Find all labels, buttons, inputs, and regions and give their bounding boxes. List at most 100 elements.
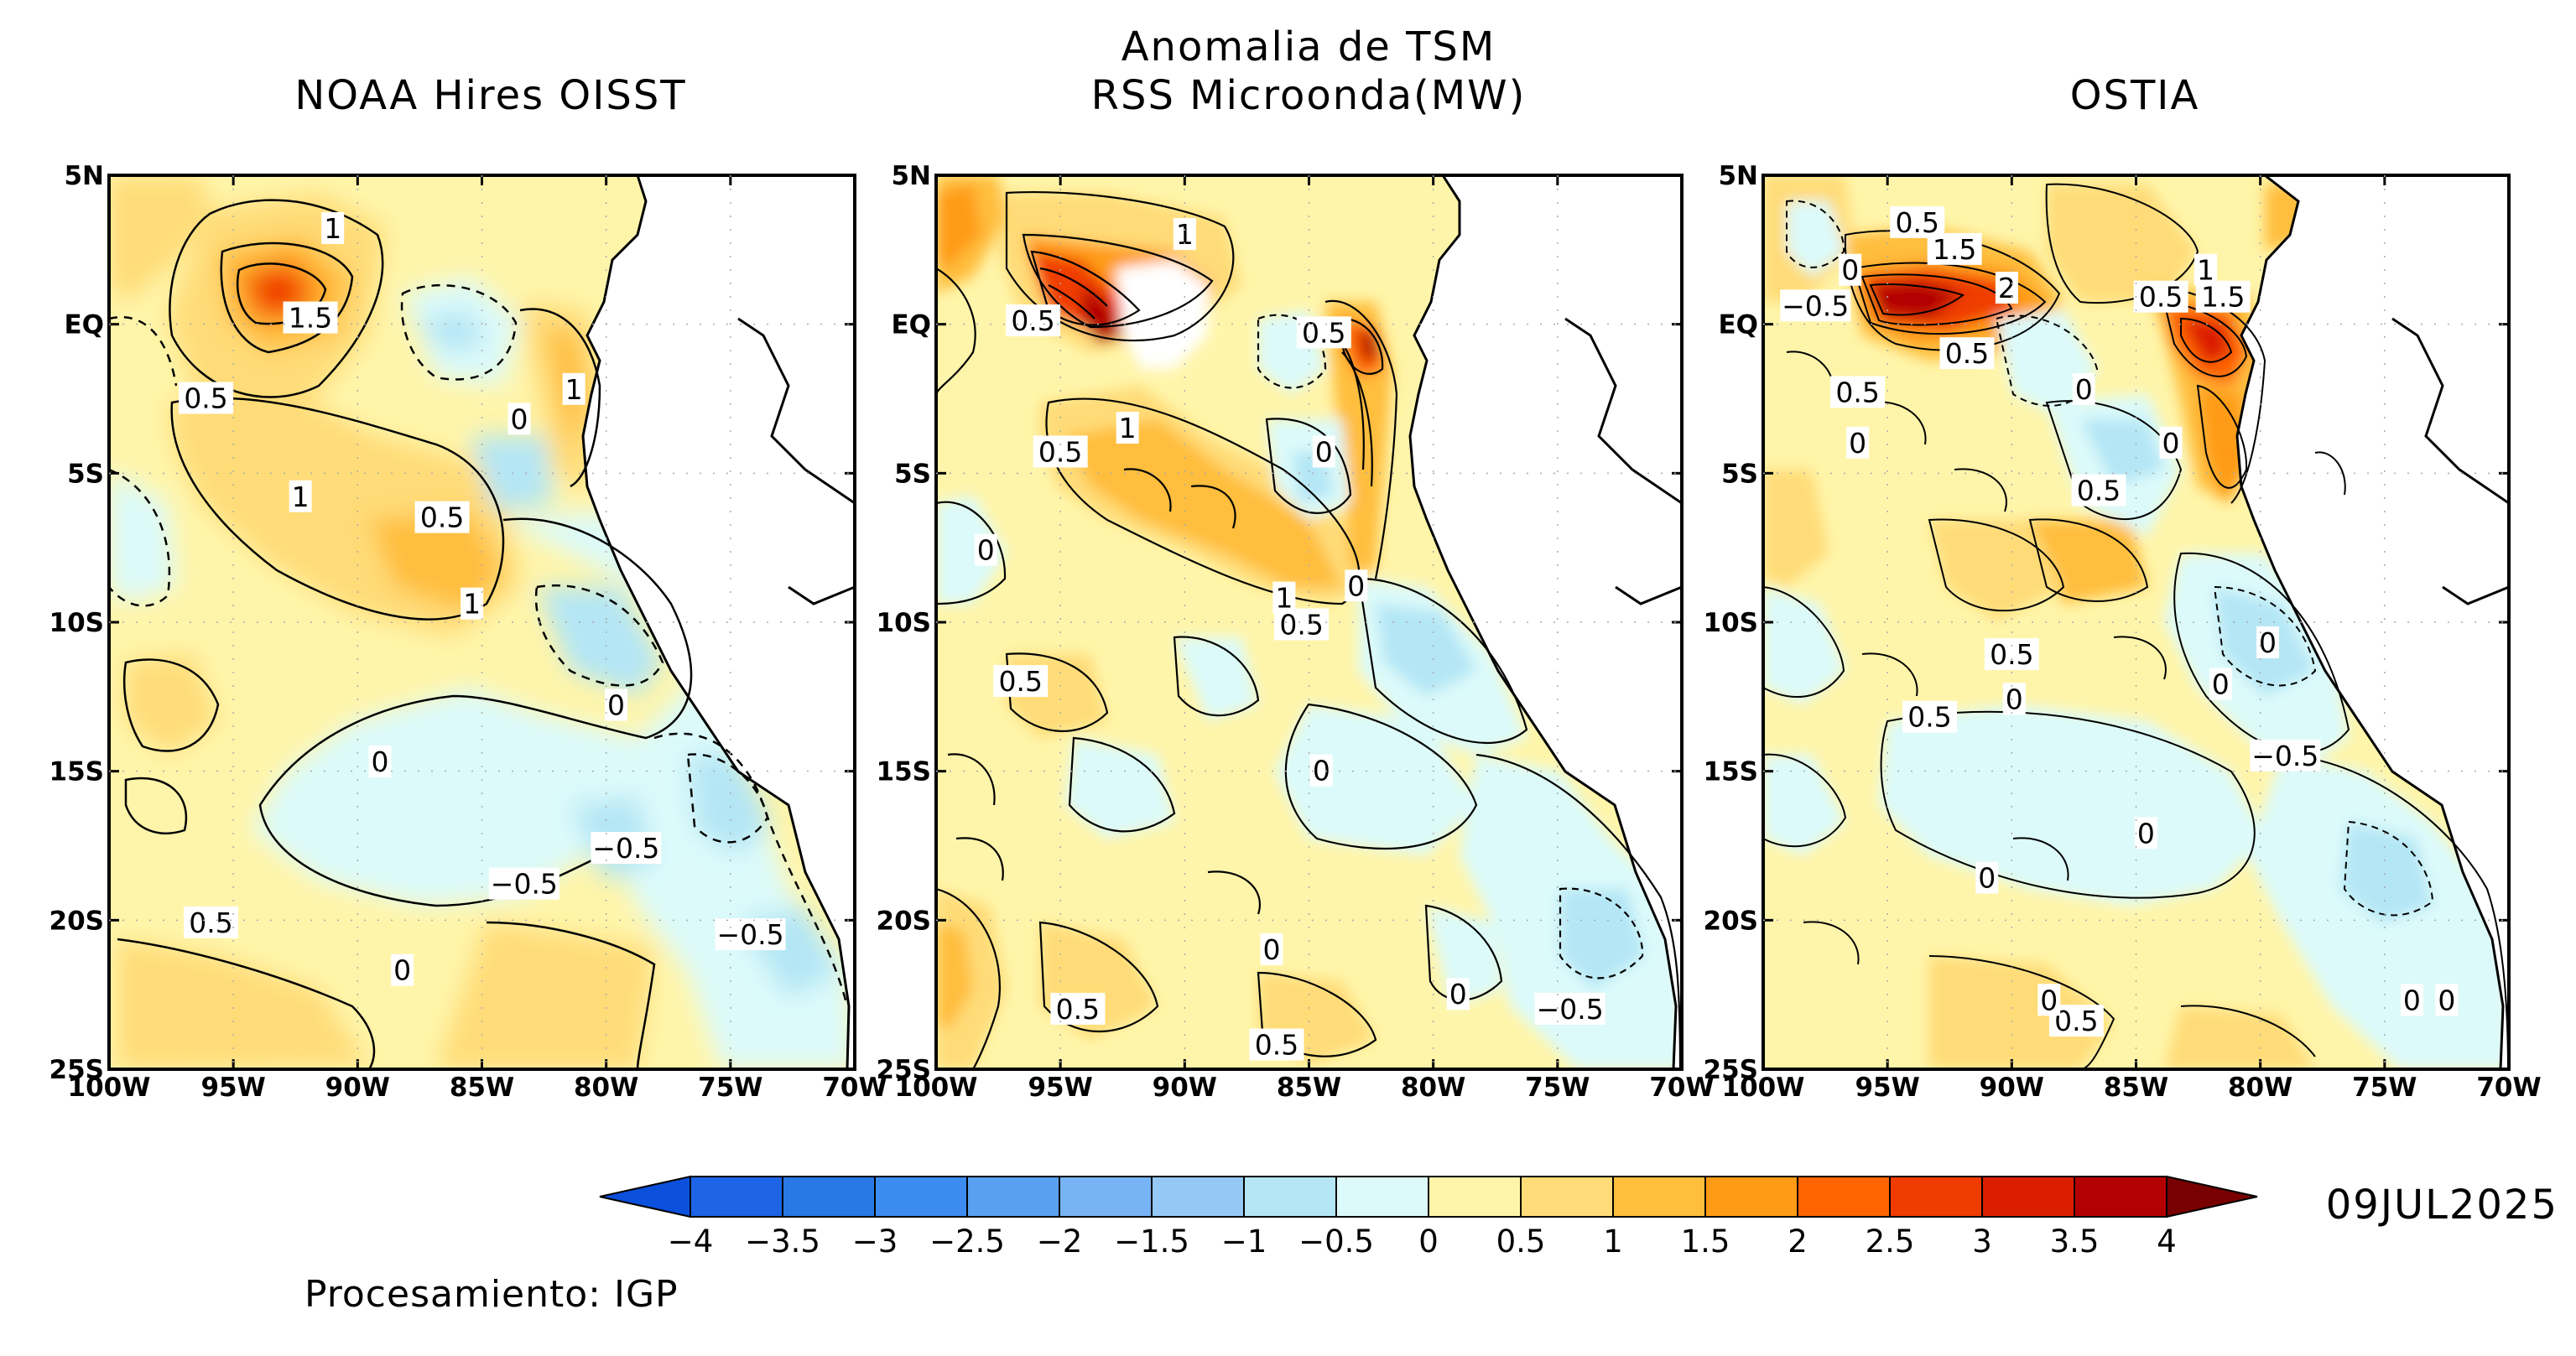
contour-label-bg: [2134, 817, 2157, 849]
contour-label-bg: [183, 906, 238, 938]
contour-label-bg: [1927, 232, 1982, 265]
contour-label: −0.5: [592, 832, 659, 865]
colorbar-swatch: [1520, 1176, 1614, 1218]
contour-label-bg: [1050, 992, 1106, 1025]
contour-label-bg: [1975, 861, 1999, 894]
lon-tick-label: 85W: [2104, 1073, 2168, 1103]
contour-label: 0.5: [1038, 435, 1082, 468]
contour-label: 1.5: [289, 302, 332, 335]
contour-label: 0.5: [1302, 316, 1345, 349]
lat-tick-label: 25S: [49, 1055, 104, 1085]
contour-label: 0: [2403, 984, 2421, 1016]
lat-tick-label: 20S: [1704, 906, 1758, 936]
lat-tick-label: 5N: [891, 161, 931, 191]
colorbar-over-arrow: [2166, 1175, 2258, 1218]
contour-label: 0.5: [1945, 337, 1989, 370]
contour-label: 2: [1998, 272, 2016, 304]
contour-label-bg: [2209, 668, 2232, 700]
contour-label-bg: [1446, 978, 1470, 1011]
contour-label-bg: [974, 533, 997, 566]
colorbar-tick-label: −0.5: [1298, 1224, 1374, 1260]
contour-label: 1: [1275, 582, 1293, 615]
colorbar-swatch: [1243, 1176, 1337, 1218]
lon-tick-label: 70W: [1649, 1073, 1714, 1103]
colorbar-swatch: [1612, 1176, 1706, 1218]
lat-tick-label: EQ: [1718, 310, 1758, 340]
lon-tick-label: 95W: [200, 1073, 265, 1103]
lat-tick-label: 25S: [1704, 1055, 1758, 1085]
colorbar-swatch: [1151, 1176, 1245, 1218]
colorbar-swatch: [874, 1176, 968, 1218]
contour-label: 0: [393, 954, 411, 987]
contour-label: −0.5: [2251, 740, 2318, 772]
contour-label-bg: [562, 372, 585, 405]
lat-tick-label: 10S: [1704, 608, 1758, 638]
colorbar-swatch: [782, 1176, 876, 1218]
contour-label-bg: [1902, 700, 1958, 733]
contour-label: 1: [292, 481, 310, 513]
lat-tick-label: EQ: [891, 310, 931, 340]
contour-label: 0.5: [1056, 993, 1100, 1026]
contour-label-bg: [414, 501, 470, 533]
contour-label: 0: [2137, 817, 2155, 849]
contour-label-bg: [1033, 435, 1088, 468]
contour-label-bg: [605, 688, 628, 721]
panel-title-rss: RSS Microonda(MW): [1091, 72, 1527, 119]
contour-label-bg: [1274, 608, 1330, 641]
contour-label: −0.5: [1782, 289, 1849, 322]
contour-label: 1: [1119, 412, 1137, 444]
anomaly-field: [109, 176, 855, 1069]
contour-label-bg: [1830, 376, 1886, 408]
panel-title-ostia: OSTIA: [2070, 72, 2200, 119]
contour-label: 0: [1313, 755, 1330, 787]
contour-label-bg: [1006, 304, 1061, 337]
contour-label: 0: [2212, 668, 2230, 701]
contour-label: 0: [2162, 427, 2179, 460]
colorbar-swatch: [1335, 1176, 1429, 1218]
date-label: 09JUL2025: [2326, 1182, 2558, 1229]
contour-label-bg: [1260, 933, 1283, 965]
lat-tick-label: 15S: [877, 757, 931, 787]
lat-tick-label: EQ: [64, 310, 104, 340]
contour-label-bg: [2071, 474, 2126, 507]
map-panel-oisst: 1 1.5 0.5 1 0.5 1 1 0 0 0 −0.5 −0.5 0.5 0 −0.5 5N EQ 5S 1…: [49, 161, 887, 1103]
lon-tick-label: 75W: [2352, 1073, 2417, 1103]
contour-label-bg: [283, 301, 338, 334]
colorbar-swatch: [1059, 1176, 1153, 1218]
contour-label-bg: [368, 746, 392, 778]
contour-label: 0: [1263, 933, 1281, 966]
map-panel-ostia: 0.51.502−0.50.510.5 1.50.5 00 00.50.5 0000.5…: [1704, 161, 2542, 1103]
lon-tick-label: 70W: [822, 1073, 887, 1103]
colorbar-tick-label: 0.5: [1496, 1224, 1546, 1260]
contour-label-bg: [321, 211, 345, 244]
contour-label-bg: [461, 587, 484, 620]
contour-labels: 0.51.502−0.50.510.5 1.50.5 00 00.50.5 0000.5…: [1780, 205, 2459, 1037]
contour-label-bg: [1296, 316, 1351, 349]
contour-label: 0: [2438, 984, 2455, 1016]
contour-label: 0.5: [1990, 638, 2033, 671]
contour-label: 1: [2197, 254, 2214, 287]
colorbar-tick-label: 3.5: [2050, 1224, 2100, 1260]
contour-label: −0.5: [716, 918, 783, 951]
colorbar-tick-label: −1: [1221, 1224, 1267, 1260]
lon-tick-label: 90W: [1153, 1073, 1217, 1103]
contour-label-bg: [179, 382, 234, 414]
contour-label: 1: [565, 373, 583, 406]
lon-tick-label: 95W: [1028, 1073, 1092, 1103]
lat-tick-label: 5N: [64, 161, 104, 191]
colorbar-swatch: [966, 1176, 1060, 1218]
contour-label-bg: [993, 665, 1049, 698]
contour-label-bg: [1249, 1028, 1304, 1061]
anomaly-field: [1763, 175, 2509, 1069]
lat-tick-label: 5S: [1721, 459, 1758, 489]
lon-tick-label: 70W: [2476, 1073, 2541, 1103]
contour-label: 0: [1849, 427, 1866, 460]
lat-tick-label: 15S: [49, 757, 104, 787]
colorbar-swatch: [1704, 1176, 1798, 1218]
lat-tick-label: 15S: [1704, 757, 1758, 787]
lat-tick-label: 5S: [894, 459, 931, 489]
